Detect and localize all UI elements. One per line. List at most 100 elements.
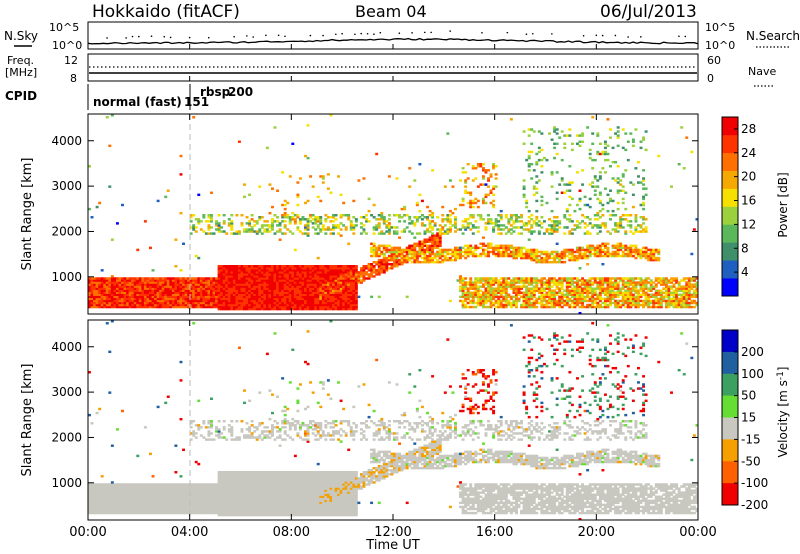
power-cell — [156, 281, 160, 284]
power-cell — [431, 214, 435, 217]
power-cell — [540, 301, 544, 305]
power-cell — [598, 209, 602, 213]
power-cell — [118, 301, 122, 305]
power-cell — [466, 281, 470, 284]
power-cell — [359, 216, 363, 219]
power-cell — [367, 267, 371, 270]
power-cell — [189, 281, 193, 284]
power-cell — [182, 303, 185, 307]
power-cell — [619, 222, 623, 225]
power-cell — [487, 193, 490, 197]
power-cell — [204, 295, 208, 299]
power-cell — [326, 291, 330, 294]
power-cell — [263, 285, 267, 288]
power-cell — [118, 279, 122, 282]
power-cell — [507, 299, 511, 303]
nsearch-point — [640, 36, 642, 38]
power-cell — [494, 279, 498, 282]
power-cell — [657, 154, 661, 158]
power-cell — [227, 222, 231, 225]
power-cell — [415, 218, 419, 221]
power-cell — [291, 273, 295, 276]
power-cell — [494, 293, 498, 297]
power-cell — [553, 291, 557, 294]
power-cell — [271, 228, 274, 231]
power-cell — [626, 250, 630, 254]
power-cell — [151, 279, 155, 282]
power-cell — [621, 283, 625, 286]
power-cell — [215, 283, 219, 286]
power-cell — [258, 279, 262, 282]
power-cell — [596, 224, 600, 227]
power-cell — [309, 277, 313, 280]
power-cell — [260, 216, 264, 219]
power-cell — [166, 277, 170, 280]
power-cell — [222, 267, 226, 270]
power-cell — [248, 295, 252, 299]
power-cell — [454, 258, 457, 262]
power-cell — [459, 256, 463, 260]
power-cell — [553, 281, 557, 284]
power-cell — [578, 297, 582, 301]
power-cell — [479, 216, 483, 219]
power-cell — [497, 226, 501, 229]
power-cell — [502, 228, 506, 231]
power-cell — [326, 265, 330, 268]
power-cell — [98, 285, 102, 288]
power-cell — [621, 189, 625, 192]
power-cell — [443, 232, 447, 235]
power-cell — [461, 197, 465, 201]
power-cell — [296, 299, 300, 303]
power-cell — [311, 267, 315, 270]
power-cell — [390, 246, 394, 250]
power-cell — [459, 179, 463, 182]
power-cell — [576, 203, 579, 207]
power-cell — [225, 295, 229, 299]
power-cell — [301, 271, 305, 274]
power-cell — [512, 303, 516, 307]
power-cell — [243, 305, 246, 309]
power-cell — [253, 295, 257, 299]
power-cell — [204, 299, 208, 303]
power-cell — [217, 275, 221, 278]
power-cell — [476, 279, 480, 282]
power-cell — [143, 295, 147, 299]
power-cell — [537, 130, 541, 133]
power-cell — [573, 209, 577, 213]
power-cell — [263, 277, 267, 280]
power-cell — [616, 134, 620, 137]
power-cell — [258, 285, 262, 288]
power-cell — [637, 248, 640, 252]
power-cell — [616, 301, 620, 305]
power-cell — [334, 265, 338, 268]
power-cell — [570, 232, 574, 235]
power-cell — [324, 285, 328, 288]
power-cell — [390, 226, 394, 229]
power-cell — [220, 271, 224, 274]
power-cell — [479, 214, 483, 217]
power-cell — [438, 254, 442, 258]
power-cell — [474, 220, 478, 223]
power-cell — [362, 228, 366, 231]
power-cell — [489, 242, 493, 246]
power-cell — [484, 287, 488, 290]
power-cell — [286, 279, 290, 282]
power-cell — [268, 287, 272, 290]
power-cell — [194, 299, 198, 303]
power-cell — [95, 305, 99, 309]
power-cell — [100, 291, 104, 294]
power-cell — [136, 291, 140, 294]
power-cell — [121, 305, 124, 309]
power-cell — [553, 146, 557, 150]
power-cell — [532, 230, 536, 233]
power-cell — [255, 293, 259, 297]
power-cell — [316, 281, 320, 284]
power-cell — [438, 238, 442, 241]
power-cell — [215, 301, 219, 305]
power-cell — [431, 246, 435, 250]
power-cell — [337, 175, 341, 178]
nsearch-point — [265, 34, 267, 37]
power-cell — [357, 281, 361, 284]
power-cell — [413, 244, 417, 248]
power-cell — [415, 258, 419, 262]
